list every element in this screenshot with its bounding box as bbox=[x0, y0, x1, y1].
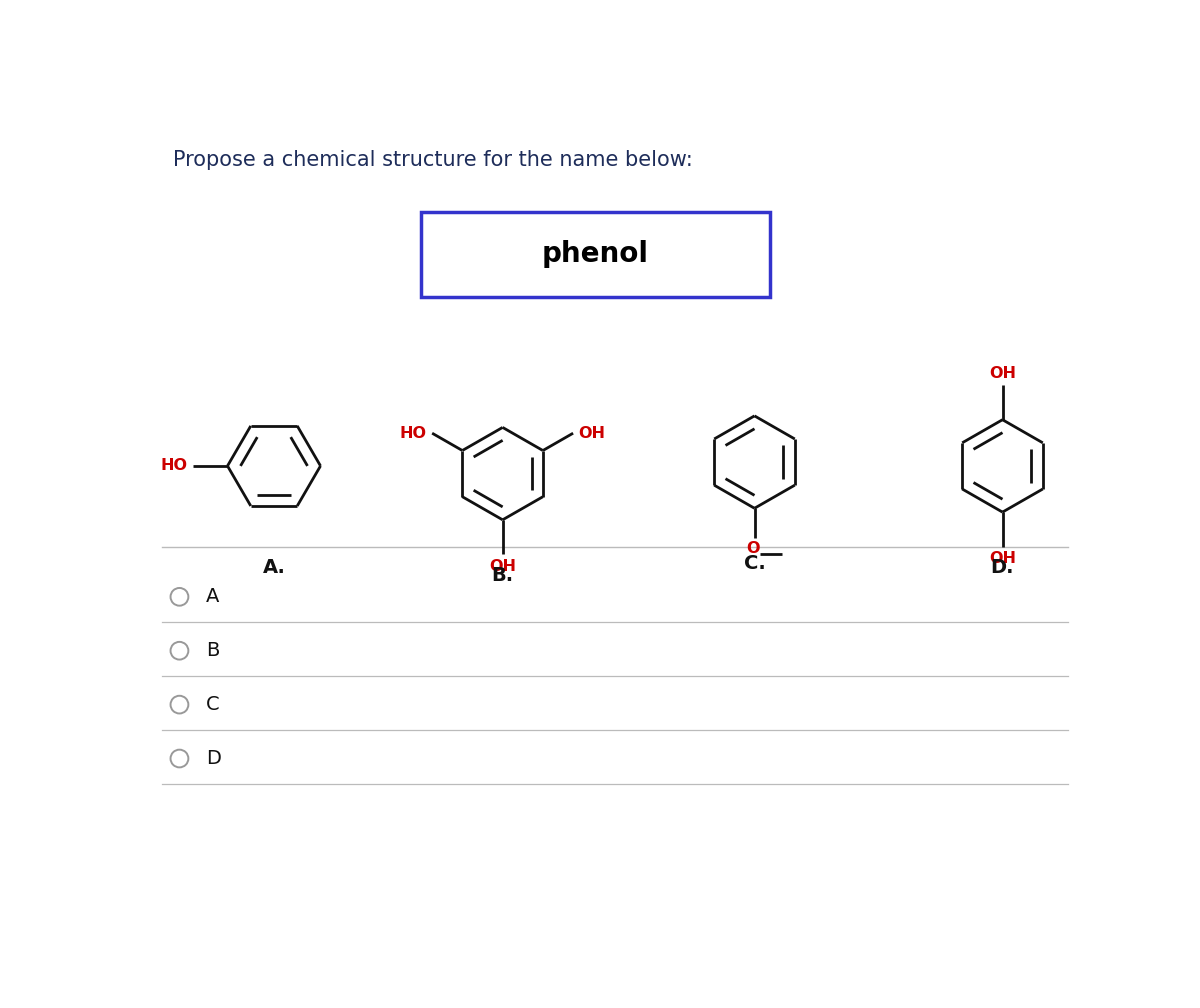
Text: Propose a chemical structure for the name below:: Propose a chemical structure for the nam… bbox=[173, 150, 694, 170]
Bar bbox=[421, 212, 770, 296]
Text: A: A bbox=[206, 588, 220, 607]
Text: HO: HO bbox=[161, 459, 188, 474]
Text: B.: B. bbox=[492, 566, 514, 585]
Text: C: C bbox=[206, 696, 220, 714]
Text: C.: C. bbox=[744, 554, 766, 574]
Text: OH: OH bbox=[490, 559, 516, 575]
Text: D.: D. bbox=[991, 558, 1014, 578]
Text: D: D bbox=[206, 749, 221, 768]
Text: OH: OH bbox=[578, 425, 606, 440]
Text: OH: OH bbox=[989, 550, 1016, 565]
Text: OH: OH bbox=[989, 366, 1016, 381]
Text: A.: A. bbox=[263, 558, 286, 578]
Text: phenol: phenol bbox=[542, 240, 649, 268]
Text: O: O bbox=[746, 540, 760, 555]
Text: B: B bbox=[206, 641, 220, 660]
Text: HO: HO bbox=[400, 425, 427, 440]
